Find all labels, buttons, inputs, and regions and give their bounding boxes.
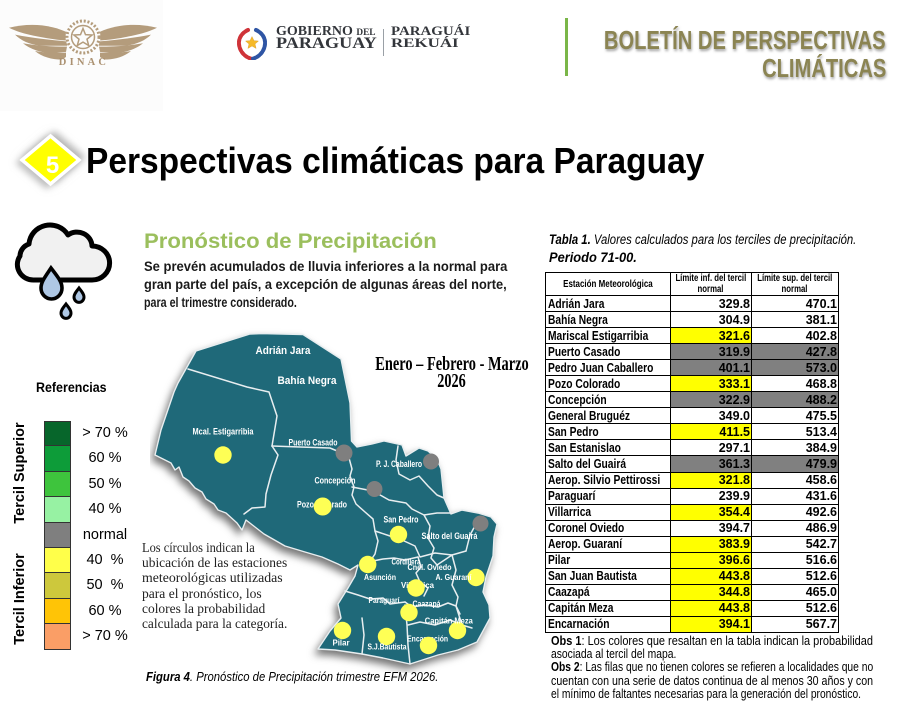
svg-text:Puerto Casado: Puerto Casado [289, 438, 338, 448]
svg-text:Asunción: Asunción [364, 572, 396, 582]
svg-text:Cordillera: Cordillera [392, 558, 421, 567]
svg-text:A. Guaraní: A. Guaraní [436, 572, 473, 582]
svg-text:Salto del Guairá: Salto del Guairá [422, 531, 479, 541]
svg-text:Bahía Negra: Bahía Negra [278, 375, 338, 387]
svg-text:Capitán Meza: Capitán Meza [425, 616, 473, 626]
svg-text:Adrián Jara: Adrián Jara [256, 345, 312, 357]
svg-text:P. J. Caballero: P. J. Caballero [376, 459, 422, 469]
svg-text:Cnel. Oviedo: Cnel. Oviedo [408, 562, 452, 572]
svg-text:Paraguarí: Paraguarí [369, 595, 401, 605]
svg-text:S.J.Bautista: S.J.Bautista [368, 641, 407, 651]
svg-text:San Pedro: San Pedro [384, 515, 419, 525]
svg-text:5: 5 [46, 152, 59, 179]
svg-text:Concepción: Concepción [315, 476, 356, 486]
svg-text:Pilar: Pilar [333, 637, 351, 647]
svg-text:Mcal. Estigarribia: Mcal. Estigarribia [193, 427, 255, 437]
svg-text:Caazapá: Caazapá [413, 599, 441, 609]
